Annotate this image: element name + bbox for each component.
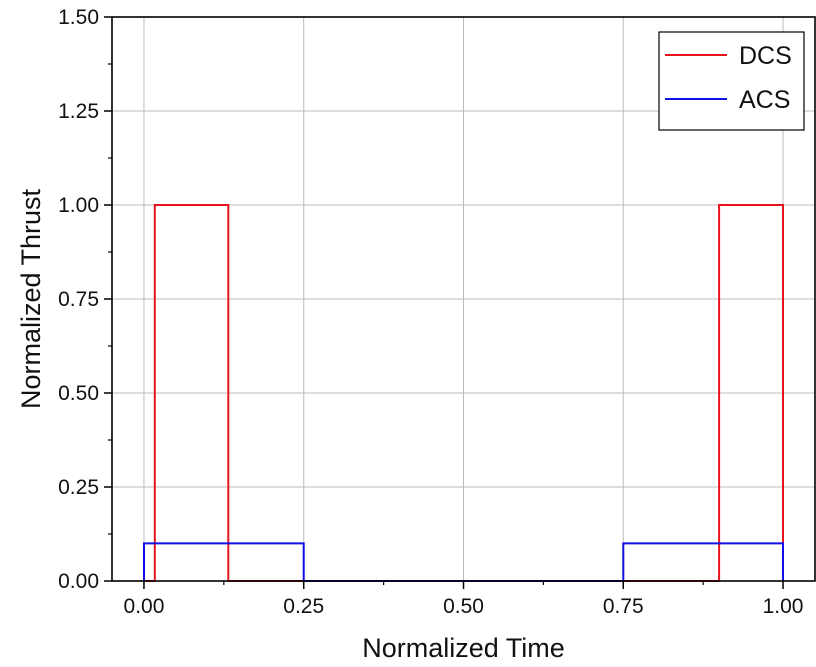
x-tick-label: 0.25 [283,595,324,618]
x-tick-label: 1.00 [763,595,804,618]
legend-label-dcs: DCS [739,42,792,70]
y-tick-label: 0.75 [58,288,99,311]
x-tick-label: 0.50 [443,595,484,618]
y-tick-label: 1.50 [58,6,99,29]
x-tick-label: 0.00 [124,595,165,618]
axes: 0.00 0.25 0.50 0.75 1.00 0.00 0.25 0.50 0.75 1.00… [58,6,803,618]
y-tick-label: 0.00 [58,570,99,593]
x-axis-title: Normalized Time [362,633,565,663]
legend-label-acs: ACS [739,86,790,114]
x-tick-label: 0.75 [603,595,644,618]
legend: DCS ACS [658,31,805,131]
y-tick-label: 0.50 [58,382,99,405]
y-tick-label: 0.25 [58,476,99,499]
legend-box [658,31,805,131]
y-axis-title: Normalized Thrust [16,188,46,409]
y-tick-label: 1.25 [58,100,99,123]
y-tick-label: 1.00 [58,194,99,217]
